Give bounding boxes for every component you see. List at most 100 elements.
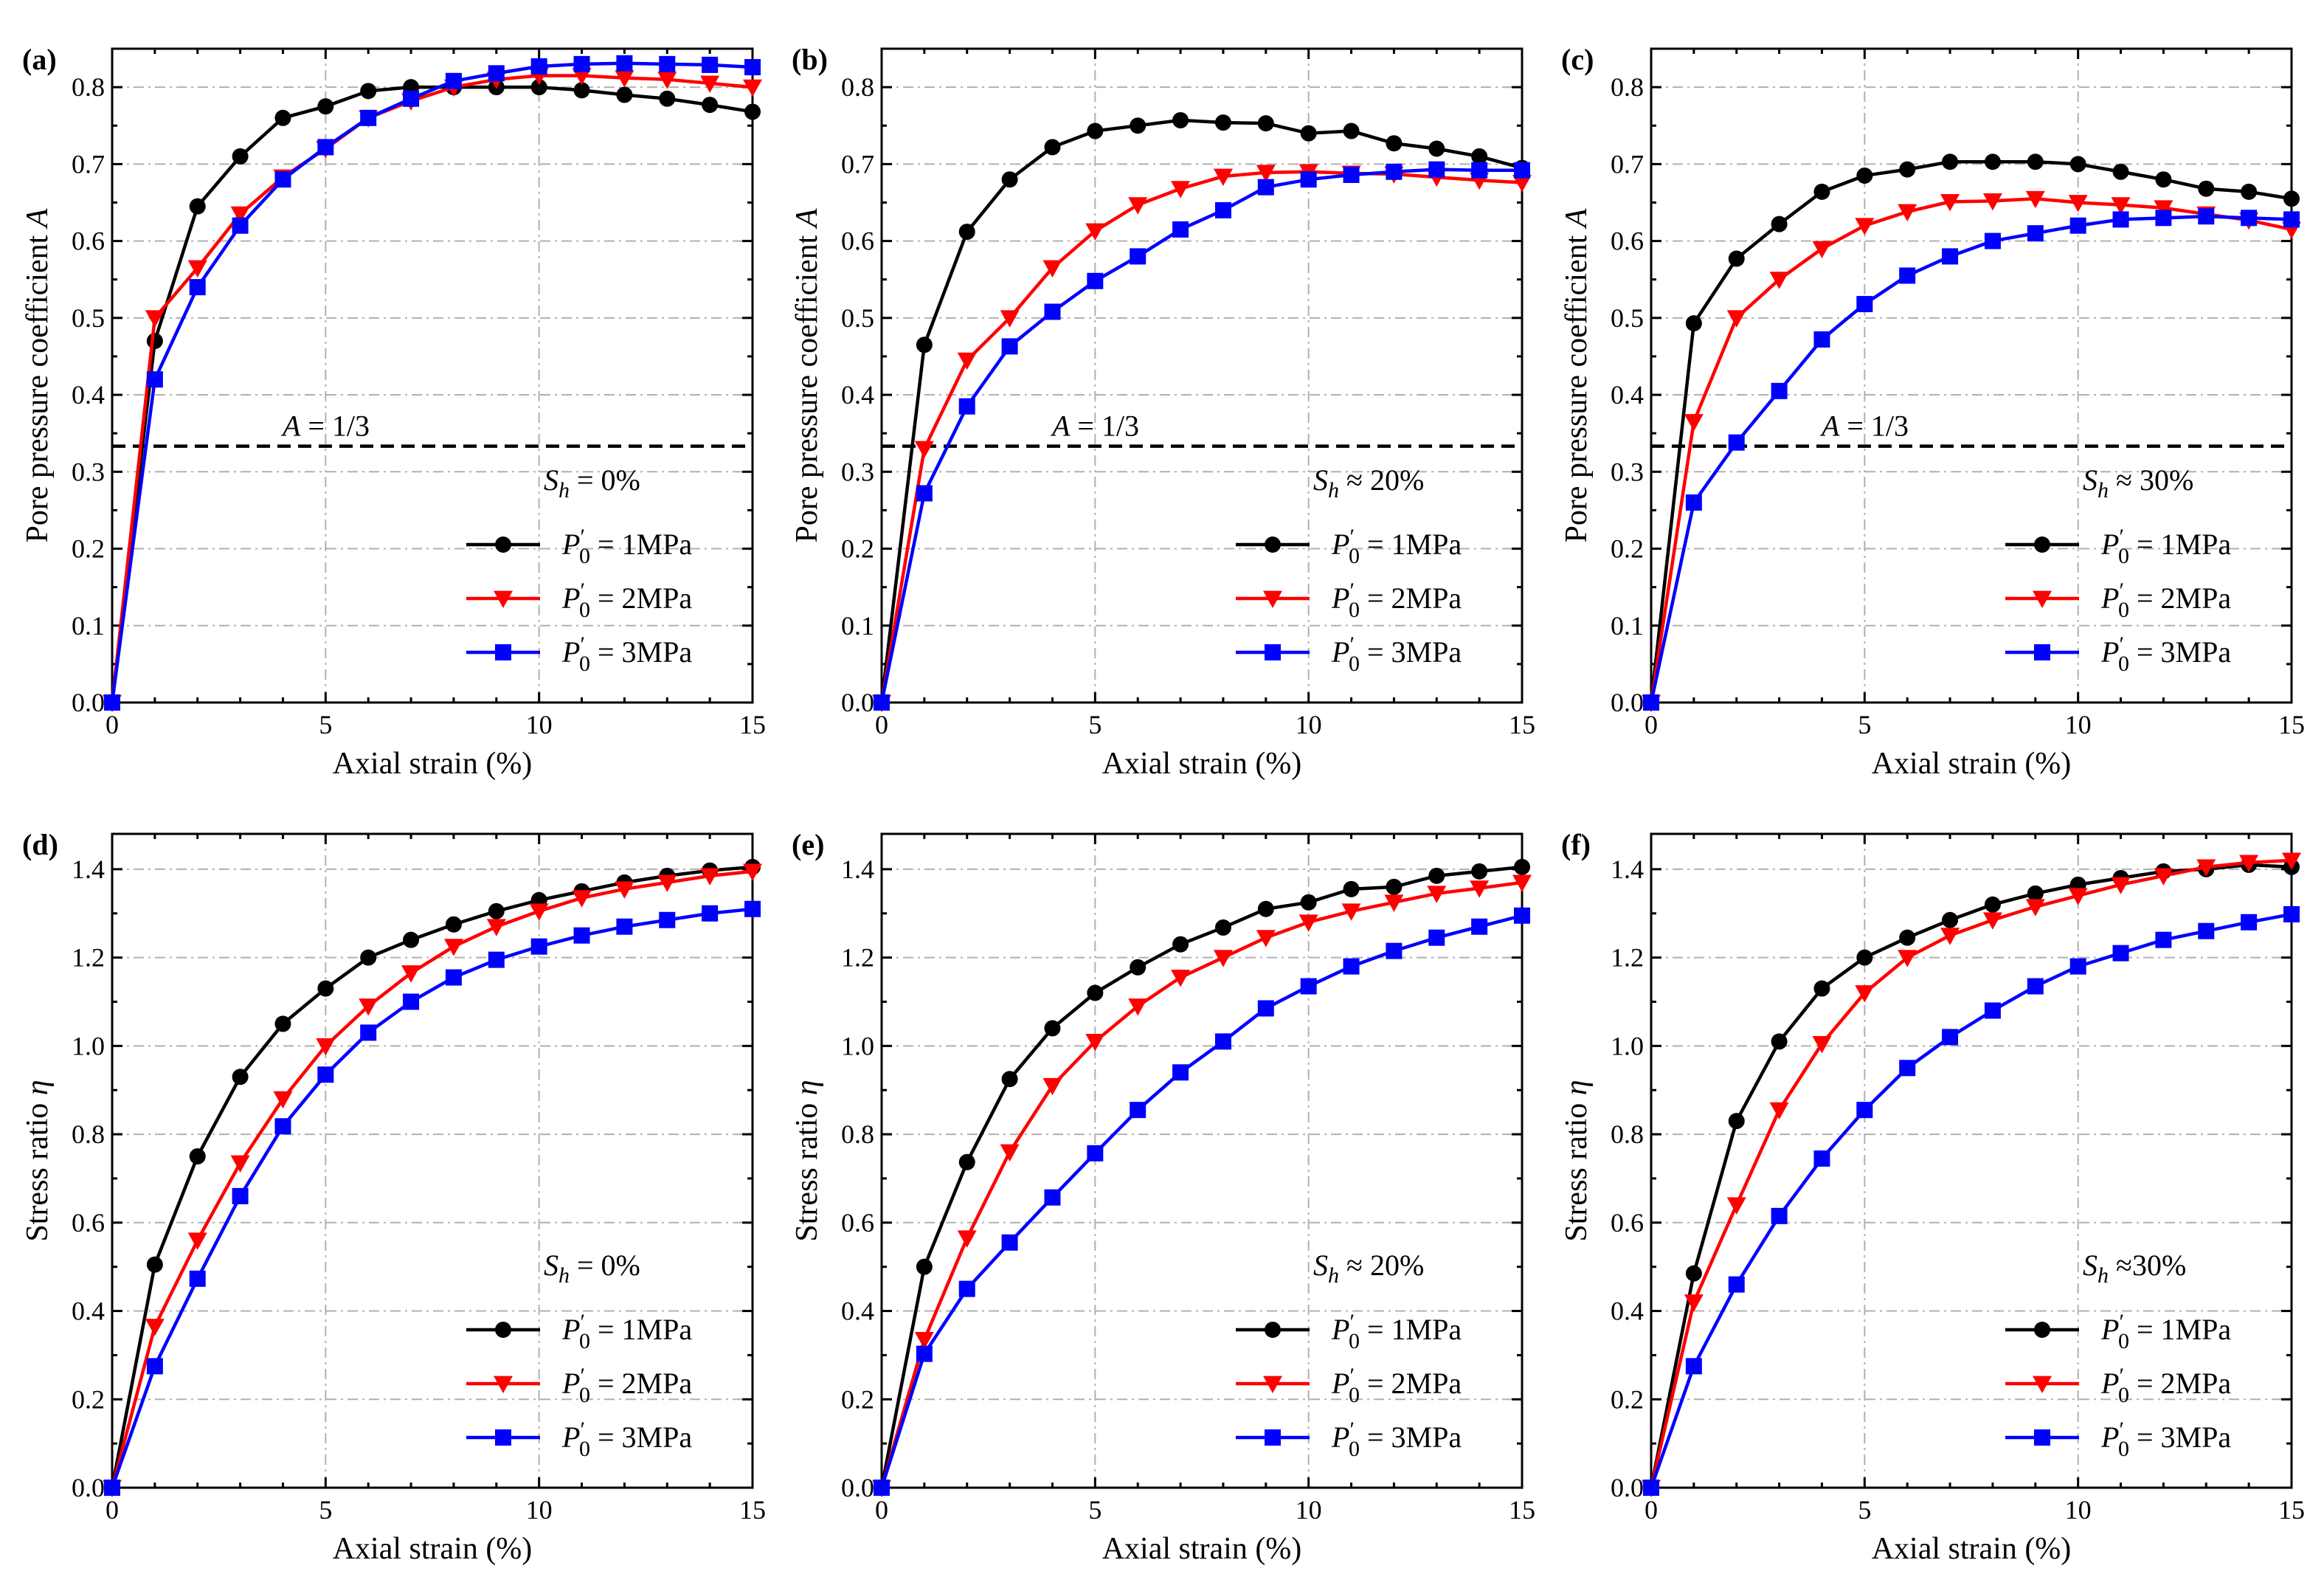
y-tick-label: 0.2 — [1611, 1384, 1644, 1414]
data-point-marker — [1471, 863, 1488, 880]
data-point-marker — [189, 1270, 206, 1287]
x-axis-label: Axial strain (%) — [333, 1532, 533, 1566]
data-point-marker — [1130, 117, 1147, 134]
data-point-marker — [230, 206, 250, 224]
data-point — [530, 938, 547, 955]
y-tick-label: 0.6 — [1611, 1208, 1644, 1238]
y-tick-label: 0.8 — [72, 72, 105, 102]
data-point — [1685, 315, 1702, 332]
data-point-marker — [1684, 1294, 1704, 1312]
data-point — [1085, 1033, 1105, 1052]
data-point-marker — [2027, 978, 2044, 995]
data-point-marker — [2069, 958, 2086, 975]
data-point-marker — [1984, 1002, 2001, 1019]
data-point — [486, 919, 506, 936]
data-point — [1982, 912, 2002, 930]
series-line — [110, 61, 753, 703]
data-point — [145, 310, 165, 328]
data-point-marker — [2068, 195, 2088, 213]
y-tick-label: 0.1 — [72, 611, 105, 641]
data-point-marker — [316, 1038, 336, 1056]
data-point — [1984, 153, 2001, 170]
legend-marker — [1265, 1322, 1281, 1338]
y-tick-label: 1.2 — [1611, 943, 1644, 973]
data-point-marker — [486, 919, 506, 936]
x-tick-label: 15 — [739, 710, 766, 739]
series-line — [879, 170, 1523, 703]
series-2 — [1642, 852, 2301, 1497]
series-line — [1649, 197, 2292, 703]
data-point-marker — [958, 224, 975, 241]
data-point — [1001, 1071, 1018, 1088]
data-point-marker — [659, 911, 676, 928]
y-tick-label: 0.0 — [841, 688, 874, 717]
data-point-marker — [529, 903, 549, 921]
legend-marker — [494, 590, 513, 608]
data-point — [1643, 1480, 1659, 1496]
ticks — [111, 834, 754, 1489]
legend-label: P′ 0 = 2MPa — [2100, 579, 2231, 622]
y-tick-label: 0.8 — [841, 1119, 874, 1149]
data-point — [2027, 153, 2044, 170]
data-point — [1812, 1035, 1832, 1054]
data-point-marker — [2198, 208, 2215, 225]
data-point — [1813, 183, 1830, 200]
data-point-marker — [573, 55, 590, 72]
data-point — [401, 965, 421, 983]
data-point — [1898, 204, 1917, 221]
data-point — [1471, 162, 1488, 179]
legend-marker — [2033, 1376, 2052, 1393]
data-point-marker — [359, 998, 378, 1016]
data-point-marker — [2155, 210, 2172, 227]
data-point-marker — [744, 900, 761, 917]
data-point — [743, 863, 762, 881]
data-point-marker — [488, 65, 505, 82]
data-point — [2198, 922, 2215, 939]
data-point-marker — [2111, 877, 2131, 894]
data-point-marker — [273, 1091, 293, 1109]
data-point — [2069, 156, 2086, 173]
legend-entry-3: P′ 0 = 3MPa — [2005, 632, 2231, 676]
data-point-marker — [958, 1153, 975, 1170]
data-point-marker — [1471, 918, 1488, 935]
y-tick-label: 0.1 — [1611, 611, 1644, 641]
data-point-marker — [616, 86, 633, 103]
panel-d: 0 5 10 15 0.0 0.2 0.4 0.6 0.8 1.0 1.2 1.4 Axial stra… — [21, 828, 766, 1566]
data-point — [445, 969, 462, 986]
data-point-marker — [914, 441, 934, 459]
series-line — [1649, 858, 2292, 1488]
legend-entry-3: P′ 0 = 3MPa — [1236, 1418, 1462, 1461]
legend-label: P′ 0 = 3MPa — [2100, 632, 2231, 676]
data-point-marker — [1044, 139, 1061, 156]
legend-marker — [1263, 590, 1282, 608]
data-point — [2069, 958, 2086, 975]
data-point — [914, 441, 934, 459]
data-point-marker — [1000, 1144, 1020, 1162]
data-point — [702, 905, 719, 922]
data-point — [2283, 190, 2300, 207]
data-point-marker — [1726, 1197, 1746, 1215]
data-point-marker — [657, 874, 677, 892]
series-1 — [874, 111, 1530, 711]
data-point — [1214, 1033, 1231, 1050]
data-point-marker — [657, 72, 677, 89]
data-point-marker — [360, 1024, 377, 1041]
y-axis-label: Pore pressure coefficient A — [790, 208, 824, 542]
condition-label: Sh ≈ 20% — [1313, 463, 1424, 503]
data-point-marker — [187, 1232, 207, 1250]
condition-label: Sh = 0% — [544, 1249, 640, 1288]
data-point-marker — [874, 1480, 890, 1496]
x-tick-label: 5 — [1088, 710, 1102, 739]
gridlines — [882, 49, 1522, 703]
data-point — [1214, 919, 1231, 936]
data-point — [1813, 331, 1830, 348]
data-point — [1771, 1033, 1788, 1050]
x-tick-label: 0 — [1645, 1495, 1658, 1525]
data-point — [573, 55, 590, 72]
data-point — [403, 931, 420, 948]
data-point — [274, 171, 291, 188]
plot-frame — [111, 832, 754, 1489]
data-point — [1001, 171, 1018, 188]
data-point-marker — [2027, 153, 2044, 170]
